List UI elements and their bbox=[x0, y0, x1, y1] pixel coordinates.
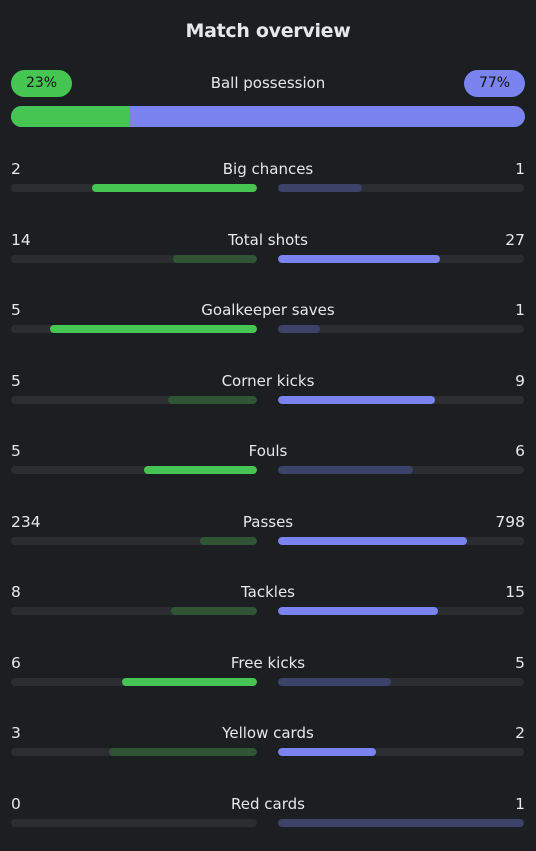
away-stat-value: 1 bbox=[515, 160, 525, 178]
away-stat-value: 2 bbox=[515, 724, 525, 742]
stat-label: Red cards bbox=[231, 795, 305, 813]
home-stat-track bbox=[11, 325, 257, 333]
home-stat-bar bbox=[168, 396, 257, 404]
away-stat-bar bbox=[278, 325, 320, 333]
away-stat-track bbox=[278, 678, 524, 686]
away-stat-track bbox=[278, 255, 524, 263]
home-stat-bar bbox=[50, 325, 257, 333]
home-stat-value: 234 bbox=[11, 513, 41, 531]
stat-row: 6 Free kicks 5 bbox=[11, 652, 525, 692]
home-stat-value: 5 bbox=[11, 372, 21, 390]
home-stat-value: 6 bbox=[11, 654, 21, 672]
stat-label: Big chances bbox=[222, 160, 314, 178]
stat-values: 0 Red cards 1 bbox=[11, 793, 525, 815]
possession-label: Ball possession bbox=[210, 74, 326, 92]
away-stat-track bbox=[278, 396, 524, 404]
away-stat-track bbox=[278, 537, 524, 545]
stat-values: 14 Total shots 27 bbox=[11, 229, 525, 251]
possession-row: Ball possession 23% 77% bbox=[11, 70, 525, 97]
away-stat-value: 15 bbox=[505, 583, 525, 601]
home-stat-track bbox=[11, 748, 257, 756]
stat-label: Total shots bbox=[228, 231, 308, 249]
stat-values: 3 Yellow cards 2 bbox=[11, 722, 525, 744]
home-stat-value: 3 bbox=[11, 724, 21, 742]
match-overview-title: Match overview bbox=[185, 20, 351, 42]
home-stat-value: 14 bbox=[11, 231, 31, 249]
away-stat-bar bbox=[278, 466, 414, 474]
stat-row: 14 Total shots 27 bbox=[11, 229, 525, 269]
away-stat-bar bbox=[278, 748, 377, 756]
stat-row: 3 Yellow cards 2 bbox=[11, 722, 525, 762]
away-stat-track bbox=[278, 748, 524, 756]
home-stat-bar bbox=[200, 537, 257, 545]
away-stat-track bbox=[278, 325, 524, 333]
home-stat-track bbox=[11, 255, 257, 263]
stat-label: Goalkeeper saves bbox=[201, 301, 335, 319]
home-stat-track bbox=[11, 678, 257, 686]
stat-label: Free kicks bbox=[230, 654, 306, 672]
home-stat-bar bbox=[170, 607, 257, 615]
away-stat-value: 1 bbox=[515, 301, 525, 319]
home-stat-bar bbox=[173, 255, 257, 263]
away-stat-track bbox=[278, 819, 524, 827]
stat-values: 5 Corner kicks 9 bbox=[11, 370, 525, 392]
home-stat-bar bbox=[109, 748, 257, 756]
stat-values: 6 Free kicks 5 bbox=[11, 652, 525, 674]
home-stat-track bbox=[11, 819, 257, 827]
away-stat-value: 1 bbox=[515, 795, 525, 813]
away-stat-track bbox=[278, 184, 524, 192]
away-stat-bar bbox=[278, 537, 468, 545]
stat-values: 5 Goalkeeper saves 1 bbox=[11, 299, 525, 321]
home-stat-bar bbox=[92, 184, 257, 192]
home-stat-track bbox=[11, 466, 257, 474]
home-stat-track bbox=[11, 396, 257, 404]
away-stat-value: 9 bbox=[515, 372, 525, 390]
away-stat-bar bbox=[278, 607, 438, 615]
away-stat-value: 6 bbox=[515, 442, 525, 460]
home-stat-value: 0 bbox=[11, 795, 21, 813]
home-stat-value: 5 bbox=[11, 442, 21, 460]
away-stat-bar bbox=[278, 819, 524, 827]
home-possession-badge: 23% bbox=[11, 70, 72, 97]
stat-row: 5 Goalkeeper saves 1 bbox=[11, 299, 525, 339]
stat-label: Passes bbox=[242, 513, 294, 531]
stat-label: Fouls bbox=[248, 442, 288, 460]
home-stat-track bbox=[11, 537, 257, 545]
home-stat-value: 8 bbox=[11, 583, 21, 601]
home-stat-track bbox=[11, 184, 257, 192]
away-stat-bar bbox=[278, 396, 436, 404]
stat-values: 8 Tackles 15 bbox=[11, 581, 525, 603]
stat-label: Corner kicks bbox=[221, 372, 315, 390]
away-stat-value: 27 bbox=[505, 231, 525, 249]
away-stat-track bbox=[278, 466, 524, 474]
stat-row: 5 Fouls 6 bbox=[11, 440, 525, 480]
stat-label: Tackles bbox=[240, 583, 296, 601]
stat-row: 8 Tackles 15 bbox=[11, 581, 525, 621]
away-stat-track bbox=[278, 607, 524, 615]
away-possession-badge: 77% bbox=[464, 70, 525, 97]
home-stat-bar bbox=[121, 678, 257, 686]
home-stat-bar bbox=[143, 466, 257, 474]
away-stat-value: 798 bbox=[495, 513, 525, 531]
stat-row: 234 Passes 798 bbox=[11, 511, 525, 551]
home-stat-value: 2 bbox=[11, 160, 21, 178]
stat-row: 5 Corner kicks 9 bbox=[11, 370, 525, 410]
home-stat-track bbox=[11, 607, 257, 615]
home-possession-fill bbox=[11, 106, 130, 127]
away-stat-bar bbox=[278, 255, 441, 263]
stat-label: Yellow cards bbox=[222, 724, 314, 742]
possession-bar bbox=[11, 106, 525, 127]
stat-values: 5 Fouls 6 bbox=[11, 440, 525, 462]
home-stat-value: 5 bbox=[11, 301, 21, 319]
away-stat-value: 5 bbox=[515, 654, 525, 672]
away-stat-bar bbox=[278, 678, 392, 686]
stat-row: 2 Big chances 1 bbox=[11, 158, 525, 198]
stat-values: 2 Big chances 1 bbox=[11, 158, 525, 180]
stat-row: 0 Red cards 1 bbox=[11, 793, 525, 833]
away-stat-bar bbox=[278, 184, 362, 192]
stat-values: 234 Passes 798 bbox=[11, 511, 525, 533]
